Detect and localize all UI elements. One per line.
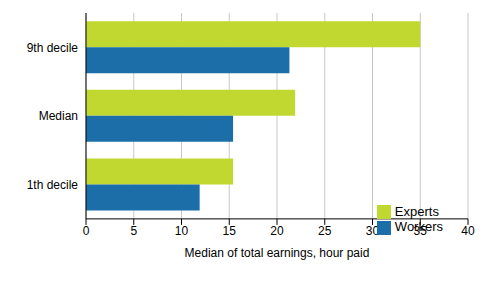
svg-text:9th decile: 9th decile (27, 41, 79, 55)
svg-text:5: 5 (130, 224, 137, 238)
svg-text:40: 40 (461, 224, 475, 238)
svg-text:0: 0 (83, 224, 90, 238)
svg-text:Median of total earnings, hour: Median of total earnings, hour paid (185, 246, 370, 260)
svg-text:Median: Median (39, 109, 78, 123)
svg-text:10: 10 (175, 224, 189, 238)
svg-text:20: 20 (270, 224, 284, 238)
svg-text:25: 25 (318, 224, 332, 238)
svg-text:30: 30 (366, 224, 380, 238)
svg-text:15: 15 (223, 224, 237, 238)
svg-text:1th decile: 1th decile (27, 178, 79, 192)
svg-text:35: 35 (414, 224, 428, 238)
